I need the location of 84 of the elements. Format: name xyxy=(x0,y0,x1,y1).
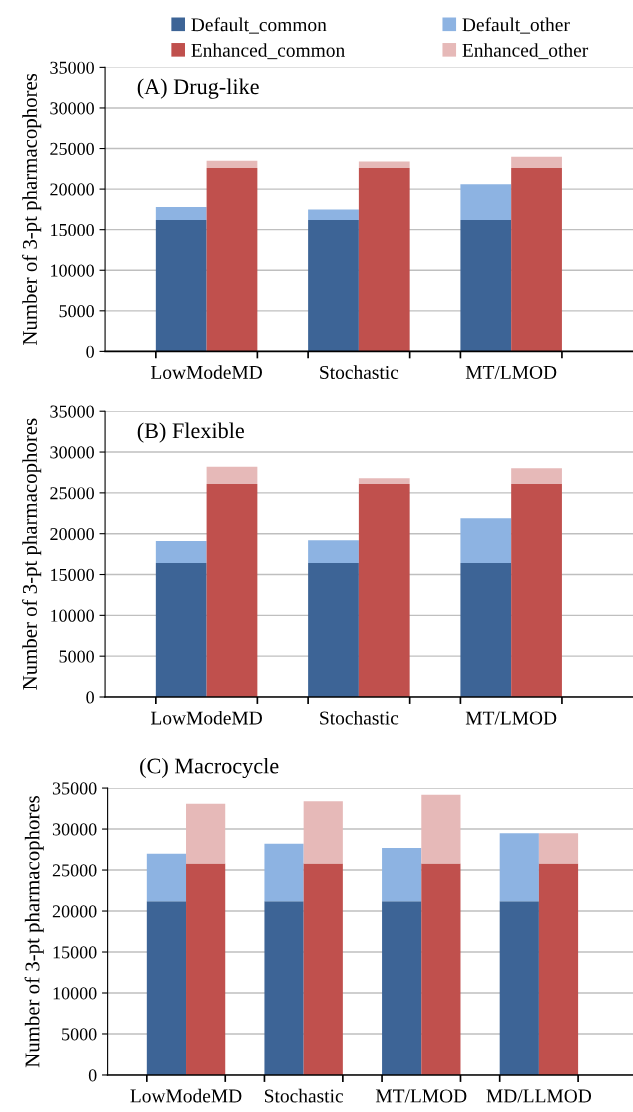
x-tick-label: LowModeMD xyxy=(150,365,262,379)
bar xyxy=(511,156,562,169)
bar xyxy=(308,540,359,564)
bar xyxy=(155,541,207,564)
y-tick-label: 25000 xyxy=(52,864,97,877)
bar xyxy=(155,206,207,220)
x-tick-label: Stochastic xyxy=(264,1088,344,1103)
bar xyxy=(358,478,410,484)
y-tick-label: 30000 xyxy=(52,823,97,836)
bar xyxy=(538,863,579,1075)
bar xyxy=(511,483,562,697)
bar xyxy=(460,518,512,564)
y-tick-label: 25000 xyxy=(50,487,94,500)
bar xyxy=(421,794,461,864)
chart-title: (C) Macrocycle xyxy=(140,757,279,779)
x-tick-label: Stochastic xyxy=(320,365,399,379)
bar xyxy=(511,168,562,352)
bar xyxy=(146,901,187,1075)
y-tick-label: 35000 xyxy=(50,61,94,74)
bar xyxy=(308,563,359,697)
bar xyxy=(499,833,539,902)
y-tick-label: 25000 xyxy=(50,142,94,155)
y-tick-label: 20000 xyxy=(52,905,97,918)
legend-label: Default_other xyxy=(462,17,570,34)
bar xyxy=(264,843,304,902)
y-tick-label: 35000 xyxy=(52,782,97,795)
bar xyxy=(206,483,258,697)
y-tick-label: 15000 xyxy=(53,946,97,959)
bar xyxy=(155,563,207,697)
legend-label: Default_common xyxy=(191,17,327,34)
bar xyxy=(511,468,562,484)
bar xyxy=(264,901,304,1075)
y-tick-label: 10000 xyxy=(51,609,94,622)
chart-title: (B) Flexible xyxy=(137,422,244,443)
bar xyxy=(303,863,343,1075)
x-tick-label: LowModeMD xyxy=(130,1088,242,1103)
bar xyxy=(421,863,461,1075)
y-tick-label: 15000 xyxy=(51,223,94,237)
bar xyxy=(382,847,422,902)
x-tick-label: MT/LMOD xyxy=(465,365,557,379)
y-tick-label: 30000 xyxy=(50,446,94,459)
y-axis-title: Number of 3-pt pharmacophores xyxy=(22,73,42,346)
x-tick-label: MT/LMOD xyxy=(465,711,557,725)
y-tick-label: 5000 xyxy=(62,1028,97,1041)
y-tick-label: 5000 xyxy=(59,650,94,663)
bar xyxy=(460,563,512,697)
y-tick-label: 0 xyxy=(86,345,94,358)
bar xyxy=(155,219,207,352)
bar xyxy=(206,160,258,169)
bar xyxy=(460,219,512,352)
y-tick-label: 15000 xyxy=(51,568,94,581)
y-tick-label: 20000 xyxy=(50,183,94,196)
bar xyxy=(303,801,343,864)
bar xyxy=(382,901,422,1075)
chart-title: (A) Drug-like xyxy=(137,78,259,99)
y-tick-label: 10000 xyxy=(53,987,97,1000)
y-tick-label: 5000 xyxy=(59,305,94,318)
x-tick-label: MT/LMOD xyxy=(375,1089,467,1103)
bar xyxy=(146,853,187,902)
bar xyxy=(499,901,539,1075)
bar xyxy=(186,803,226,864)
legend-label: Enhanced_other xyxy=(462,43,589,60)
bar xyxy=(460,184,512,220)
bar xyxy=(206,466,258,484)
legend-label: Enhanced_common xyxy=(191,43,345,60)
x-tick-label: MD/LLMOD xyxy=(486,1089,592,1103)
y-tick-label: 10000 xyxy=(51,264,94,277)
bar xyxy=(358,483,410,697)
y-axis-title: Number of 3-pt pharmacophores xyxy=(22,418,42,690)
y-tick-label: 35000 xyxy=(50,405,94,418)
y-tick-label: 20000 xyxy=(50,527,94,541)
bar xyxy=(358,161,410,169)
bar xyxy=(308,209,359,220)
y-tick-label: 30000 xyxy=(50,102,94,115)
bar xyxy=(538,833,579,864)
bar xyxy=(186,863,226,1075)
x-tick-label: Stochastic xyxy=(320,710,399,725)
y-tick-label: 0 xyxy=(88,1069,97,1082)
x-tick-label: LowModeMD xyxy=(150,710,262,725)
bar xyxy=(206,168,258,352)
y-tick-label: 0 xyxy=(86,691,94,704)
y-axis-title: Number of 3-pt pharmacophores xyxy=(24,796,44,1068)
bar xyxy=(308,219,359,352)
bar xyxy=(358,168,410,352)
